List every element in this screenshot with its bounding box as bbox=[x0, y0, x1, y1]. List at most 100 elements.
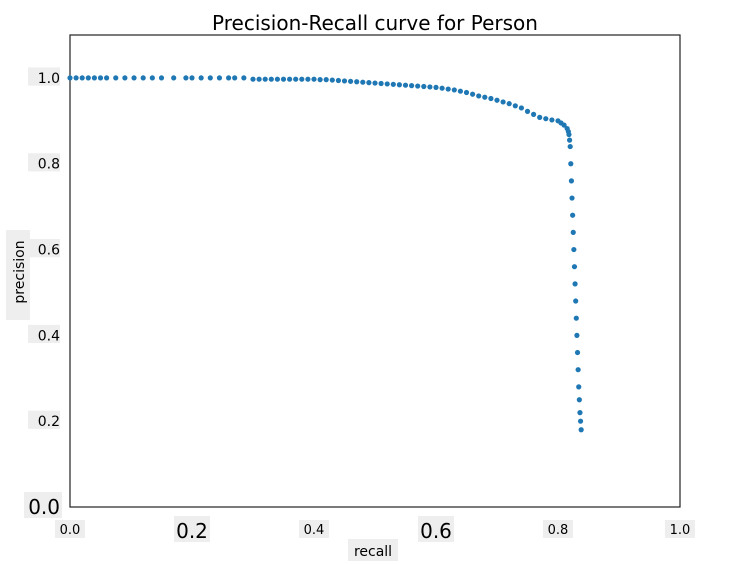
data-point bbox=[91, 75, 97, 81]
data-point bbox=[576, 397, 582, 403]
data-point bbox=[299, 76, 305, 82]
y-tick-label-bg bbox=[28, 410, 60, 429]
data-point bbox=[577, 410, 583, 416]
x-tick-label: 0.8 bbox=[548, 523, 569, 538]
data-point bbox=[571, 264, 578, 270]
data-point bbox=[566, 131, 572, 138]
y-tick-label: 1.0 bbox=[38, 71, 60, 87]
data-point bbox=[341, 78, 348, 84]
data-point bbox=[262, 76, 268, 82]
data-point bbox=[402, 82, 409, 88]
data-point bbox=[561, 122, 567, 128]
data-point bbox=[577, 418, 584, 424]
y-tick-label: 0.8 bbox=[38, 157, 60, 173]
data-point bbox=[570, 212, 576, 218]
data-point bbox=[131, 75, 137, 81]
data-point bbox=[567, 143, 573, 150]
x-tick-label: 0.4 bbox=[304, 523, 325, 538]
data-point bbox=[384, 81, 390, 87]
x-tick-label-bg bbox=[55, 520, 85, 538]
y-tick-label-bg bbox=[28, 239, 60, 258]
data-point bbox=[311, 76, 317, 82]
data-point bbox=[329, 77, 335, 83]
data-point bbox=[531, 111, 537, 117]
data-point bbox=[280, 76, 287, 82]
data-point bbox=[274, 76, 280, 82]
data-point bbox=[378, 80, 384, 87]
x-tick-label-bg bbox=[174, 516, 210, 542]
data-point bbox=[250, 76, 256, 82]
data-point bbox=[512, 103, 518, 109]
chart-title: Precision-Recall curve for Person bbox=[212, 11, 538, 35]
y-axis-label-group: precision bbox=[6, 230, 30, 320]
data-point bbox=[506, 101, 512, 107]
x-axis-label-group: recall bbox=[348, 539, 398, 561]
x-tick-label-bg bbox=[299, 520, 329, 538]
data-point bbox=[409, 83, 415, 89]
data-point bbox=[323, 77, 329, 83]
data-point bbox=[415, 83, 421, 89]
data-point bbox=[305, 76, 311, 82]
y-tick-label: 0.2 bbox=[38, 414, 60, 430]
data-point bbox=[488, 95, 494, 102]
data-point bbox=[104, 75, 110, 81]
x-tick-label: 1.0 bbox=[670, 523, 691, 538]
data-point bbox=[476, 93, 482, 99]
data-point bbox=[573, 315, 579, 321]
data-point bbox=[317, 77, 323, 83]
data-point bbox=[73, 75, 79, 81]
x-tick-label-bg bbox=[543, 520, 573, 538]
data-point bbox=[183, 75, 189, 81]
data-point bbox=[198, 75, 204, 81]
data-point bbox=[568, 178, 575, 184]
y-tick-label-bg bbox=[28, 153, 60, 172]
data-point bbox=[470, 91, 476, 97]
data-point bbox=[216, 75, 223, 81]
data-point bbox=[85, 75, 91, 81]
data-point bbox=[482, 94, 488, 100]
data-point bbox=[366, 80, 372, 86]
data-point bbox=[293, 76, 299, 82]
data-point bbox=[287, 76, 293, 82]
data-point bbox=[189, 75, 195, 81]
data-point bbox=[575, 367, 581, 373]
data-point bbox=[574, 349, 581, 356]
data-point bbox=[457, 88, 463, 94]
data-point bbox=[576, 384, 582, 390]
data-point bbox=[571, 246, 577, 253]
data-point bbox=[158, 75, 165, 81]
data-point bbox=[566, 137, 573, 143]
data-point bbox=[463, 89, 470, 96]
data-point bbox=[524, 108, 531, 114]
x-tick-label: 0.2 bbox=[176, 519, 208, 543]
y-tick-label-bg bbox=[28, 67, 60, 86]
data-point bbox=[439, 85, 445, 91]
data-point bbox=[568, 161, 574, 167]
data-point bbox=[268, 76, 274, 82]
data-points bbox=[67, 75, 584, 433]
data-point bbox=[354, 79, 360, 85]
data-point bbox=[226, 75, 232, 81]
y-tick-label-bg bbox=[28, 324, 60, 344]
data-point bbox=[348, 78, 354, 84]
data-point bbox=[390, 81, 396, 87]
data-point bbox=[149, 75, 155, 81]
y-tick-label: 0.0 bbox=[28, 495, 60, 519]
x-tick-label: 0.6 bbox=[420, 519, 452, 543]
data-point bbox=[241, 75, 247, 81]
y-tick-labels: 0.0 0.2 0.4 0.6 0.8 1.0 bbox=[24, 67, 62, 519]
y-tick-label: 0.4 bbox=[38, 328, 60, 344]
data-point bbox=[360, 79, 366, 85]
y-axis-label: precision bbox=[12, 240, 28, 303]
data-point bbox=[122, 75, 128, 81]
data-point bbox=[549, 117, 555, 123]
x-tick-labels: 0.0 0.2 0.4 0.6 0.8 1.0 bbox=[55, 516, 695, 543]
data-point bbox=[494, 97, 500, 103]
plot-area-frame bbox=[69, 34, 681, 508]
data-point bbox=[578, 427, 584, 433]
data-point bbox=[256, 76, 262, 82]
data-point bbox=[396, 82, 402, 88]
x-tick-label-bg bbox=[418, 516, 454, 542]
data-point bbox=[171, 75, 177, 81]
